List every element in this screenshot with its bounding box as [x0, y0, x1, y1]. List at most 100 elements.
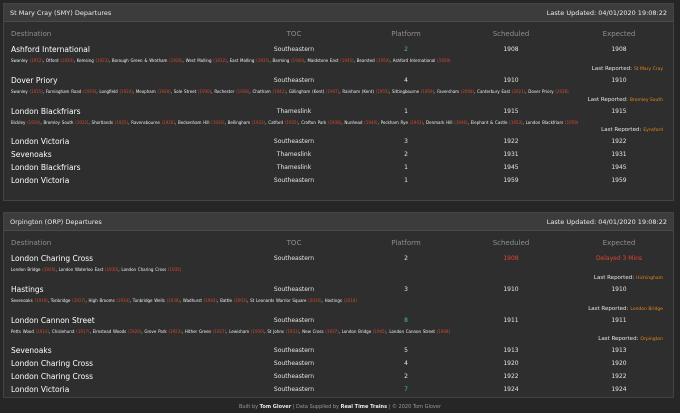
service-destination: Sevenoaks: [11, 150, 52, 160]
service-toc: Southeastern: [273, 285, 315, 293]
calling-point-time: (1922): [73, 119, 89, 125]
calling-point-station: Farningham Road: [45, 88, 82, 94]
calling-point-station: Meopham: [135, 88, 156, 94]
calling-point-station: Petts Wood: [11, 328, 34, 334]
calling-point-time: (1930): [103, 267, 119, 272]
service-platform: 1: [404, 177, 408, 185]
calling-point-station: Gillingham (Kent): [288, 88, 325, 94]
last-reported: Last Reported: Eynsford: [601, 127, 663, 133]
service-platform: 8: [404, 316, 408, 324]
calling-point-time: (1930): [249, 328, 265, 334]
service-row[interactable]: Hastings Southeastern 3 1910 1910: [4, 285, 673, 297]
last-reported-location: St Mary Cray: [633, 66, 663, 72]
service-destination: Sevenoaks: [11, 346, 52, 356]
service-platform: 1: [404, 164, 408, 172]
calling-point-time: (1959): [435, 58, 451, 63]
calling-points: Bickley (1919), Bromley South (1922), Sh…: [11, 119, 579, 125]
calling-point-station: Chislehurst: [52, 328, 75, 334]
last-reported-line: Last Reported: Eynsford: [4, 127, 673, 136]
calling-point-time: (1937): [323, 328, 339, 334]
last-reported: Last Reported: Bromley South: [588, 97, 663, 103]
calling-point-station: Sevenoaks: [11, 297, 33, 303]
calling-point-station: Bromley South: [43, 119, 74, 125]
calling-point-time: (1943): [407, 119, 423, 125]
calling-point-time: (1914): [33, 328, 49, 334]
last-reported-label: Last Reported:: [593, 274, 635, 281]
calling-point-time: (1945): [338, 58, 354, 63]
service-row[interactable]: London Charing Cross Southeastern 2 1908 Del…: [4, 254, 673, 266]
calling-point-station: West Malling: [185, 58, 212, 63]
calling-point-station: High Brooms: [88, 297, 115, 303]
service-platform: 3: [404, 138, 408, 146]
service-destination: London Charing Cross: [11, 254, 94, 263]
service-platform: 4: [404, 360, 408, 368]
service-expected: 1931: [611, 151, 627, 159]
calling-point-time: (1940): [362, 119, 378, 125]
service-scheduled: 1908: [503, 255, 519, 262]
service-row[interactable]: Dover Priory Southeastern 4 1910 1910: [4, 75, 673, 88]
calling-point-station: Lewisham: [229, 328, 250, 334]
service-row[interactable]: London Victoria Southeastern 1 1959 1959: [4, 176, 673, 188]
service-destination: London Blackfriars: [11, 163, 81, 173]
service-row[interactable]: Ashford International Southeastern 2 1908 19…: [4, 45, 673, 57]
calling-point-station: London Charing Cross: [121, 267, 167, 272]
calling-point-time: (1944): [201, 297, 218, 303]
calling-point-time: (1940): [289, 58, 305, 63]
service-row[interactable]: Sevenoaks Southeastern 5 1913 1913: [4, 346, 673, 358]
service-scheduled: 1913: [503, 347, 519, 355]
footer-suffix: | © 2020 Tom Glover: [387, 404, 441, 410]
calling-point-time: (1938): [326, 119, 342, 125]
calling-point-station: East Malling: [229, 58, 255, 63]
service-row[interactable]: London Charing Cross Southeastern 4 1920 192…: [4, 359, 673, 371]
calling-point-time: (1935): [254, 58, 270, 63]
calling-point-station: Wadhurst: [182, 297, 202, 303]
service-destination: Dover Priory: [11, 75, 58, 85]
service-row[interactable]: London Victoria Southeastern 7 1924 1924: [4, 385, 673, 397]
last-reported-label: Last Reported:: [588, 305, 629, 312]
footer-source-link[interactable]: Real Time Trains: [340, 404, 388, 410]
calling-point-time: (1919): [81, 88, 97, 94]
footer-author-link[interactable]: Tom Glover: [259, 404, 292, 410]
service-expected: Delayed 3 Mins: [595, 255, 643, 262]
service-expected: 1959: [611, 177, 627, 185]
service-row[interactable]: London Charing Cross Southeastern 2 1922 192…: [4, 372, 673, 384]
last-reported: Last Reported: Hichingham: [594, 275, 663, 281]
calling-point-time: (1930): [209, 119, 225, 125]
calling-point-station: London Blackfriars: [525, 119, 564, 125]
calling-point-time: (1938): [234, 88, 250, 94]
service-scheduled: 1924: [503, 386, 519, 394]
service-row[interactable]: London Victoria Southeastern 3 1922 1922: [4, 137, 673, 149]
calling-point-station: Sole Street: [173, 88, 197, 94]
calling-point-time: (1919): [32, 297, 48, 303]
board-title: Orpington (ORP) Departures: [10, 218, 102, 226]
service-expected: 1922: [611, 138, 627, 146]
calling-point-station: Bearsted: [356, 58, 375, 63]
column-header-platform: Platform: [391, 30, 421, 38]
service-destination: Ashford International: [11, 45, 90, 54]
calling-point-station: Faversham: [437, 88, 460, 94]
service-expected: 1911: [611, 316, 627, 324]
service-platform: 5: [404, 347, 408, 355]
calling-point-station: Sittingbourne: [392, 88, 420, 94]
service-row[interactable]: London Blackfriars Thameslink 1 1945 1945: [4, 163, 673, 175]
service-platform: 1: [404, 107, 408, 115]
calling-point-station: Canterbury East: [477, 88, 511, 94]
calling-point-time: (1919): [25, 119, 41, 125]
service-toc: Southeastern: [273, 360, 315, 368]
service-row[interactable]: London Cannon Street Southeastern 8 1911 191…: [4, 316, 673, 328]
service-platform: 7: [404, 386, 408, 394]
last-reported-location: Orpington: [640, 337, 663, 343]
calling-point-time: (1924): [117, 88, 133, 94]
service-destination: London Victoria: [11, 137, 70, 147]
calling-point-time: (1933): [250, 119, 266, 125]
service-row[interactable]: Sevenoaks Thameslink 2 1931 1931: [4, 150, 673, 162]
calling-point-time: (1934): [114, 297, 130, 303]
last-reported-location: Hichingham: [636, 275, 663, 281]
service-row[interactable]: London Blackfriars Thameslink 1 1915 1915: [4, 107, 673, 119]
calling-point-time: (1912): [27, 58, 43, 63]
calling-point-station: Nunhead: [344, 119, 363, 125]
calling-point-station: London Waterloo East: [58, 267, 104, 272]
service-expected: 1910: [611, 76, 627, 84]
column-header-toc: TOC: [286, 239, 302, 247]
footer: Built by Tom Glover | Data Supplied by R…: [0, 404, 680, 410]
